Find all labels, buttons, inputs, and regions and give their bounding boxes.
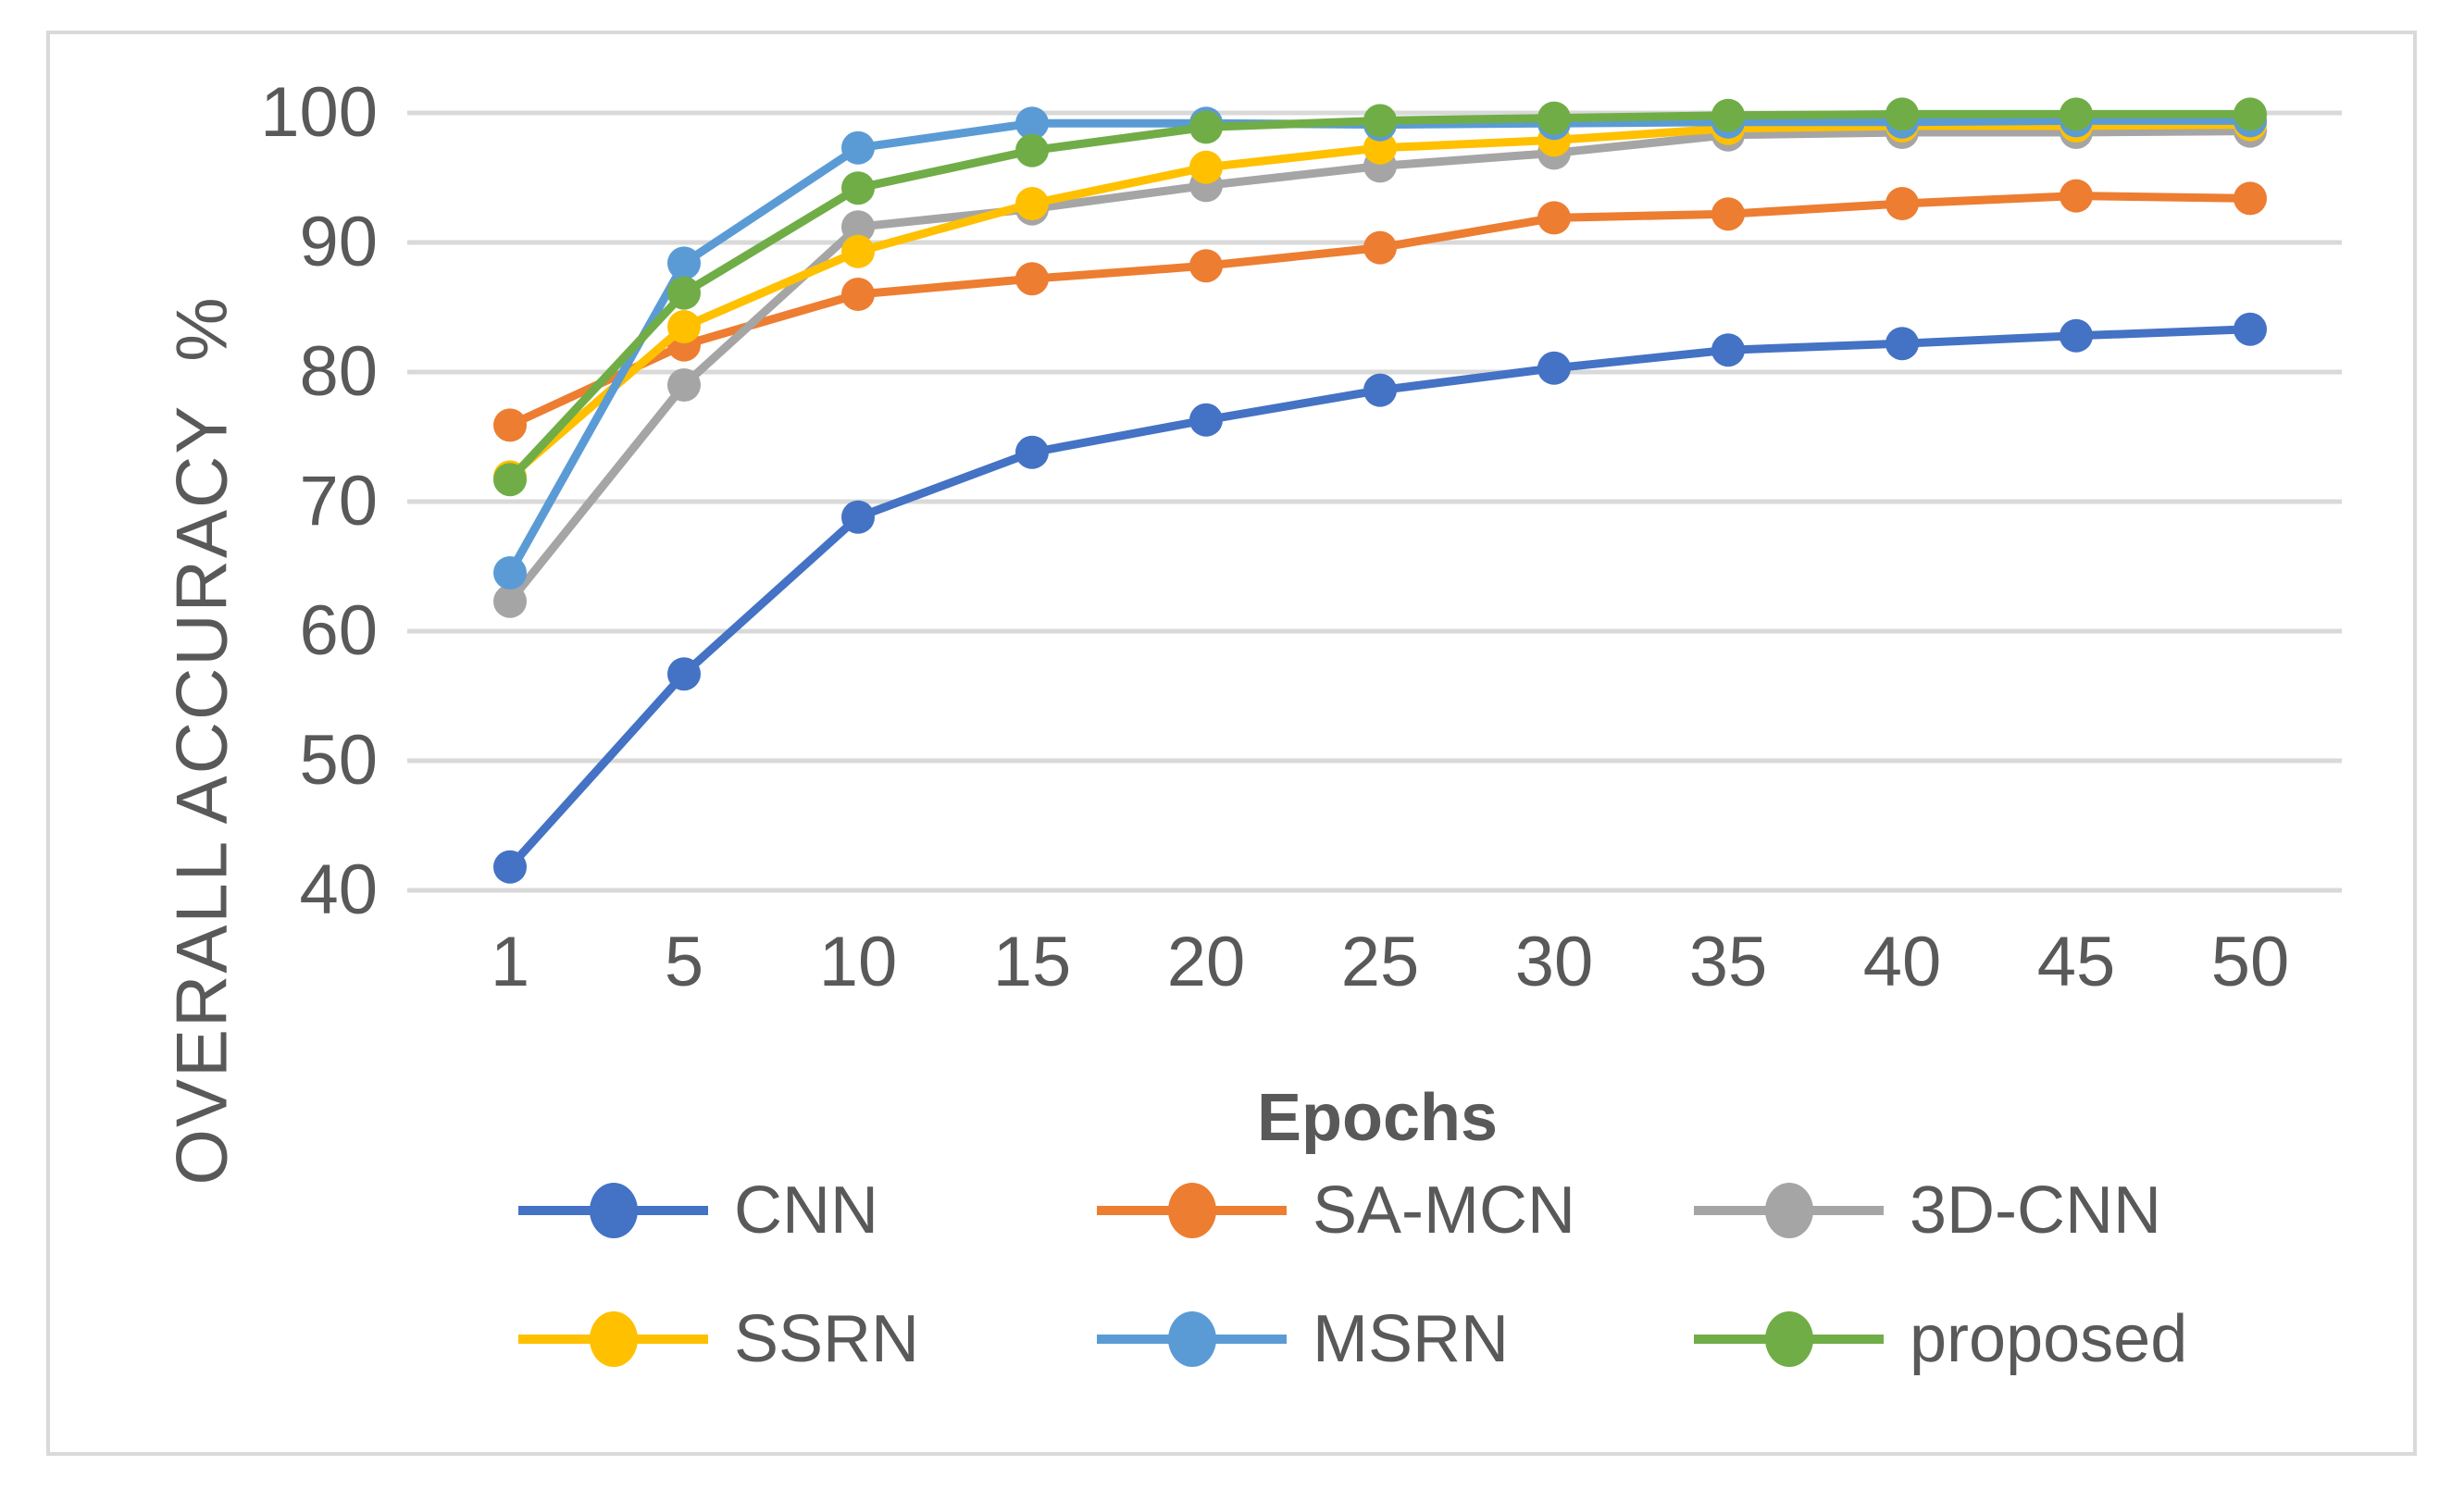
y-tick-label-60: 60 [299, 591, 378, 670]
legend-label-MSRN: MSRN [1313, 1302, 1509, 1376]
data-point-proposed-35 [1711, 98, 1745, 132]
data-point-proposed-20 [1189, 110, 1223, 144]
legend-item-3D-CNN: 3D-CNN [1694, 1173, 2161, 1248]
x-tick-label-25: 25 [1340, 923, 1420, 1001]
x-tick-label-45: 45 [2036, 923, 2116, 1001]
data-point-proposed-1 [493, 463, 527, 497]
data-point-CNN-15 [1015, 435, 1049, 469]
legend-marker-icon-SA-MCN [1097, 1181, 1287, 1240]
legend-item-proposed: proposed [1694, 1302, 2187, 1376]
data-point-3D-CNN-10 [841, 210, 875, 244]
legend-label-3D-CNN: 3D-CNN [1910, 1173, 2162, 1248]
data-point-SA-MCN-35 [1711, 197, 1745, 231]
x-tick-label-5: 5 [664, 923, 704, 1001]
data-point-proposed-50 [2234, 97, 2267, 131]
data-point-proposed-5 [667, 276, 701, 310]
legend-dot-icon [1764, 1311, 1813, 1367]
data-point-SSRN-10 [841, 234, 875, 268]
data-point-MSRN-1 [493, 556, 527, 590]
series-line-MSRN [505, 116, 2255, 577]
legend-dot-icon [589, 1183, 638, 1238]
y-tick-label-50: 50 [299, 721, 378, 800]
legend-label-SA-MCN: SA-MCN [1313, 1173, 1575, 1248]
data-point-SA-MCN-1 [493, 408, 527, 442]
data-point-CNN-45 [2060, 318, 2093, 353]
data-point-SSRN-20 [1189, 150, 1223, 184]
data-point-SA-MCN-45 [2060, 179, 2093, 213]
y-tick-label-100: 100 [260, 73, 378, 152]
legend-dot-icon [1764, 1183, 1813, 1238]
y-tick-label-80: 80 [299, 332, 378, 411]
legend-dot-icon [1167, 1183, 1216, 1238]
data-point-SA-MCN-30 [1537, 201, 1571, 235]
chart-border [46, 31, 2417, 1456]
data-point-SSRN-25 [1363, 130, 1397, 165]
data-point-proposed-40 [1885, 97, 1919, 131]
legend-marker-icon-SSRN [518, 1310, 708, 1369]
x-tick-label-50: 50 [2210, 923, 2290, 1001]
legend-item-CNN: CNN [518, 1173, 878, 1248]
y-tick-label-90: 90 [299, 203, 378, 281]
data-point-SA-MCN-50 [2234, 181, 2267, 216]
y-tick-label-70: 70 [299, 462, 378, 540]
x-tick-label-35: 35 [1688, 923, 1768, 1001]
data-point-SA-MCN-15 [1015, 262, 1049, 296]
data-point-SA-MCN-10 [841, 278, 875, 311]
legend-dot-icon [589, 1311, 638, 1367]
x-tick-label-20: 20 [1166, 923, 1246, 1001]
y-tick-label-40: 40 [299, 851, 378, 929]
data-point-SA-MCN-40 [1885, 187, 1919, 220]
x-tick-label-15: 15 [992, 923, 1072, 1001]
data-point-CNN-40 [1885, 327, 1919, 361]
data-point-3D-CNN-5 [667, 368, 701, 402]
data-point-CNN-35 [1711, 333, 1745, 367]
data-point-proposed-10 [841, 171, 875, 205]
legend-marker-icon-MSRN [1097, 1310, 1287, 1369]
data-point-MSRN-10 [841, 130, 875, 165]
legend-item-SSRN: SSRN [518, 1302, 919, 1376]
data-point-3D-CNN-1 [493, 584, 527, 618]
data-point-MSRN-5 [667, 246, 701, 280]
x-tick-label-1: 1 [490, 923, 530, 1001]
data-point-SA-MCN-25 [1363, 230, 1397, 265]
legend-marker-icon-proposed [1694, 1310, 1884, 1369]
data-point-MSRN-15 [1015, 106, 1049, 141]
data-point-CNN-30 [1537, 351, 1571, 385]
data-point-SA-MCN-20 [1189, 249, 1223, 283]
y-axis-title: OVERALL ACCURACY % [160, 295, 243, 1186]
x-tick-label-10: 10 [818, 923, 898, 1001]
data-point-proposed-15 [1015, 133, 1049, 168]
data-point-proposed-45 [2060, 97, 2093, 131]
data-point-proposed-25 [1363, 104, 1397, 138]
data-point-proposed-30 [1537, 101, 1571, 135]
series-line-CNN [505, 325, 2255, 872]
data-point-SSRN-5 [667, 310, 701, 343]
data-point-SSRN-15 [1015, 187, 1049, 220]
x-axis-title: Epochs [1256, 1081, 1499, 1155]
legend-label-CNN: CNN [734, 1173, 878, 1248]
data-point-CNN-50 [2234, 312, 2267, 346]
legend-label-proposed: proposed [1910, 1302, 2188, 1376]
data-point-CNN-5 [667, 657, 701, 691]
data-point-CNN-25 [1363, 373, 1397, 407]
legend-label-SSRN: SSRN [734, 1302, 920, 1376]
legend-marker-icon-3D-CNN [1694, 1181, 1884, 1240]
data-point-CNN-1 [493, 850, 527, 884]
legend-item-SA-MCN: SA-MCN [1097, 1173, 1575, 1248]
legend-item-MSRN: MSRN [1097, 1302, 1509, 1376]
x-tick-label-30: 30 [1514, 923, 1594, 1001]
x-tick-label-40: 40 [1862, 923, 1942, 1001]
data-point-CNN-20 [1189, 403, 1223, 437]
legend-marker-icon-CNN [518, 1181, 708, 1240]
data-point-CNN-10 [841, 500, 875, 534]
legend-dot-icon [1167, 1311, 1216, 1367]
